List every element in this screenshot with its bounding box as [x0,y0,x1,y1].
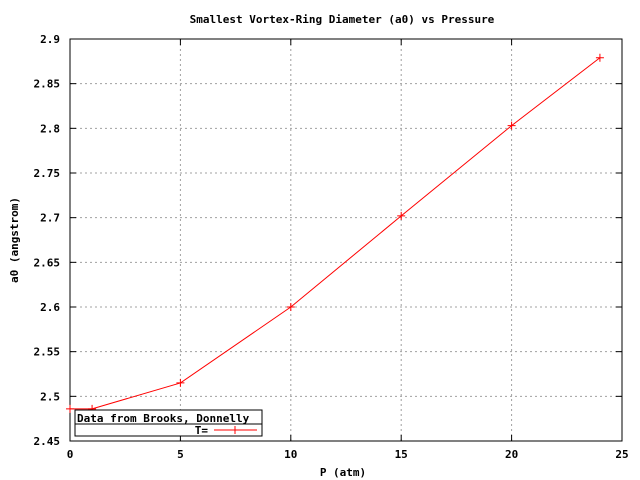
plot-frame [69,38,623,442]
legend-series-label: T= [195,424,209,437]
x-tick-label: 20 [505,448,518,461]
data-point [507,121,516,130]
y-tick-label: 2.8 [40,122,60,135]
axis-ticks [69,38,623,442]
y-tick-label: 2.75 [34,167,61,180]
x-tick-label: 25 [615,448,628,461]
data-point [397,211,406,220]
y-tick-label: 2.85 [34,78,61,91]
y-tick-label: 2.45 [34,435,61,448]
x-tick-label: 10 [284,448,297,461]
grid [70,39,622,441]
x-axis-label: P (atm) [320,466,366,479]
x-tick-label: 15 [395,448,408,461]
y-tick-label: 2.5 [40,390,60,403]
legend-marker-plus [231,426,239,434]
series-line [70,57,601,410]
data-point [286,303,295,311]
y-tick-label: 2.55 [34,346,61,359]
y-tick-label: 2.6 [40,301,60,314]
y-tick-label: 2.9 [40,33,60,46]
y-axis-label: a0 (angstrom) [8,197,21,283]
chart-title: Smallest Vortex-Ring Diameter (a0) vs Pr… [190,13,495,26]
data-point [595,53,604,62]
legend-box [74,409,263,437]
x-tick-label: 5 [177,448,184,461]
y-tick-label: 2.7 [40,212,60,225]
data-point [66,404,74,413]
series-layer [66,53,604,413]
y-tick-label: 2.65 [34,256,61,269]
legend-title: Data from Brooks, Donnelly [77,412,250,425]
legend: Data from Brooks, Donnelly T= [74,409,263,437]
x-tick-label: 0 [67,448,74,461]
data-point [176,378,185,387]
legend-series-marker [231,426,239,434]
tick-labels: 0 5 10 15 20 25 2.45 2.5 2.55 2.6 2.65 2.7 2.75 2.8 2.… [34,33,629,461]
